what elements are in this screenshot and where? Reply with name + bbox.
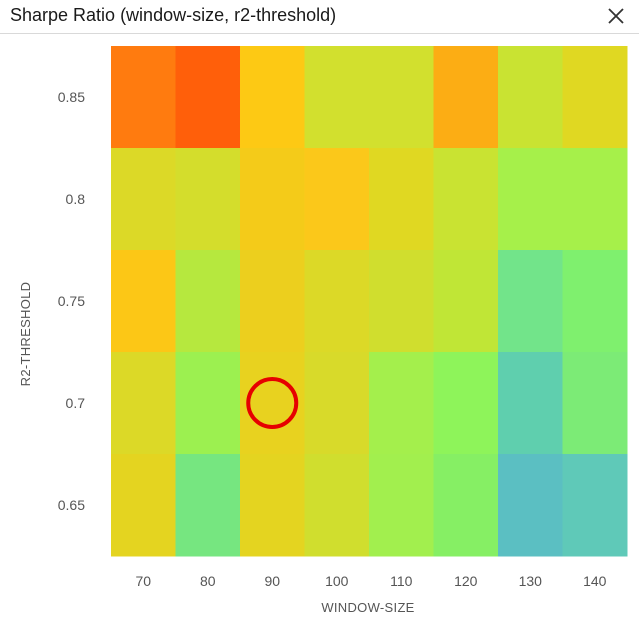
heatmap-cell-120-0.85[interactable] <box>433 46 499 149</box>
close-icon <box>608 8 624 24</box>
x-tick-label: 110 <box>390 573 413 589</box>
y-axis-label: R2-THRESHOLD <box>18 282 33 387</box>
heatmap-cell-70-0.75[interactable] <box>111 250 176 353</box>
heatmap-cell-70-0.85[interactable] <box>111 46 176 149</box>
heatmap-cell-80-0.8[interactable] <box>175 148 241 251</box>
heatmap-cell-140-0.65[interactable] <box>562 454 628 557</box>
heatmap-cell-120-0.8[interactable] <box>433 148 499 251</box>
heatmap-cell-90-0.85[interactable] <box>240 46 305 149</box>
heatmap-cell-140-0.75[interactable] <box>562 250 628 353</box>
y-tick-label: 0.8 <box>66 191 86 207</box>
x-tick-label: 140 <box>583 573 607 589</box>
heatmap-cell-110-0.8[interactable] <box>369 148 434 251</box>
heatmap-cell-140-0.85[interactable] <box>562 46 628 149</box>
heatmap-cell-70-0.7[interactable] <box>111 352 176 455</box>
heatmap-cell-110-0.65[interactable] <box>369 454 434 557</box>
heatmap-cell-80-0.7[interactable] <box>175 352 241 455</box>
x-tick-label: 120 <box>454 573 478 589</box>
heatmap-cell-90-0.65[interactable] <box>240 454 305 557</box>
y-tick-label: 0.75 <box>58 293 85 309</box>
heatmap-cell-80-0.65[interactable] <box>175 454 241 557</box>
heatmap-cell-120-0.65[interactable] <box>433 454 499 557</box>
heatmap-cell-100-0.85[interactable] <box>304 46 370 149</box>
heatmap-cell-140-0.7[interactable] <box>562 352 628 455</box>
y-tick-label: 0.85 <box>58 89 85 105</box>
x-tick-label: 90 <box>264 573 280 589</box>
x-axis-label: WINDOW-SIZE <box>321 600 414 615</box>
heatmap-cell-110-0.85[interactable] <box>369 46 434 149</box>
heatmap-cell-130-0.85[interactable] <box>498 46 563 149</box>
selected-cell-marker <box>246 377 299 429</box>
heatmap-cell-80-0.75[interactable] <box>175 250 241 353</box>
heatmap-cell-140-0.8[interactable] <box>562 148 628 251</box>
heatmap-cell-100-0.75[interactable] <box>304 250 370 353</box>
y-tick-label: 0.65 <box>58 497 85 513</box>
heatmap-cell-110-0.7[interactable] <box>369 352 434 455</box>
heatmap-cell-70-0.65[interactable] <box>111 454 176 557</box>
heatmap-cell-130-0.75[interactable] <box>498 250 563 353</box>
heatmap-cell-110-0.75[interactable] <box>369 250 434 353</box>
x-tick-label: 130 <box>519 573 543 589</box>
title-bar: Sharpe Ratio (window-size, r2-threshold) <box>0 0 639 34</box>
x-tick-label: 70 <box>135 573 151 589</box>
heatmap-cell-90-0.75[interactable] <box>240 250 305 353</box>
x-tick-label: 80 <box>200 573 216 589</box>
heatmap-cell-130-0.65[interactable] <box>498 454 563 557</box>
heatmap-cell-100-0.8[interactable] <box>304 148 370 251</box>
heatmap-cell-90-0.7[interactable] <box>240 352 305 455</box>
heatmap-cell-130-0.8[interactable] <box>498 148 563 251</box>
heatmap-cell-100-0.65[interactable] <box>304 454 370 557</box>
heatmap-chart: 70 80 90 100 110 120 130 140 0.85 0.8 0.75 0.7 0.65… <box>18 46 628 615</box>
heatmap-cell-90-0.8[interactable] <box>240 148 305 251</box>
heatmap-cell-100-0.7[interactable] <box>304 352 370 455</box>
x-tick-label: 100 <box>325 573 349 589</box>
heatmap-cell-80-0.85[interactable] <box>175 46 241 149</box>
heatmap-cell-70-0.8[interactable] <box>111 148 176 251</box>
heatmap-cell-130-0.7[interactable] <box>498 352 563 455</box>
close-button[interactable] <box>601 2 631 30</box>
heatmap-cell-120-0.7[interactable] <box>433 352 499 455</box>
heatmap-cell-120-0.75[interactable] <box>433 250 499 353</box>
window-title: Sharpe Ratio (window-size, r2-threshold) <box>10 5 337 25</box>
y-tick-label: 0.7 <box>66 395 86 411</box>
